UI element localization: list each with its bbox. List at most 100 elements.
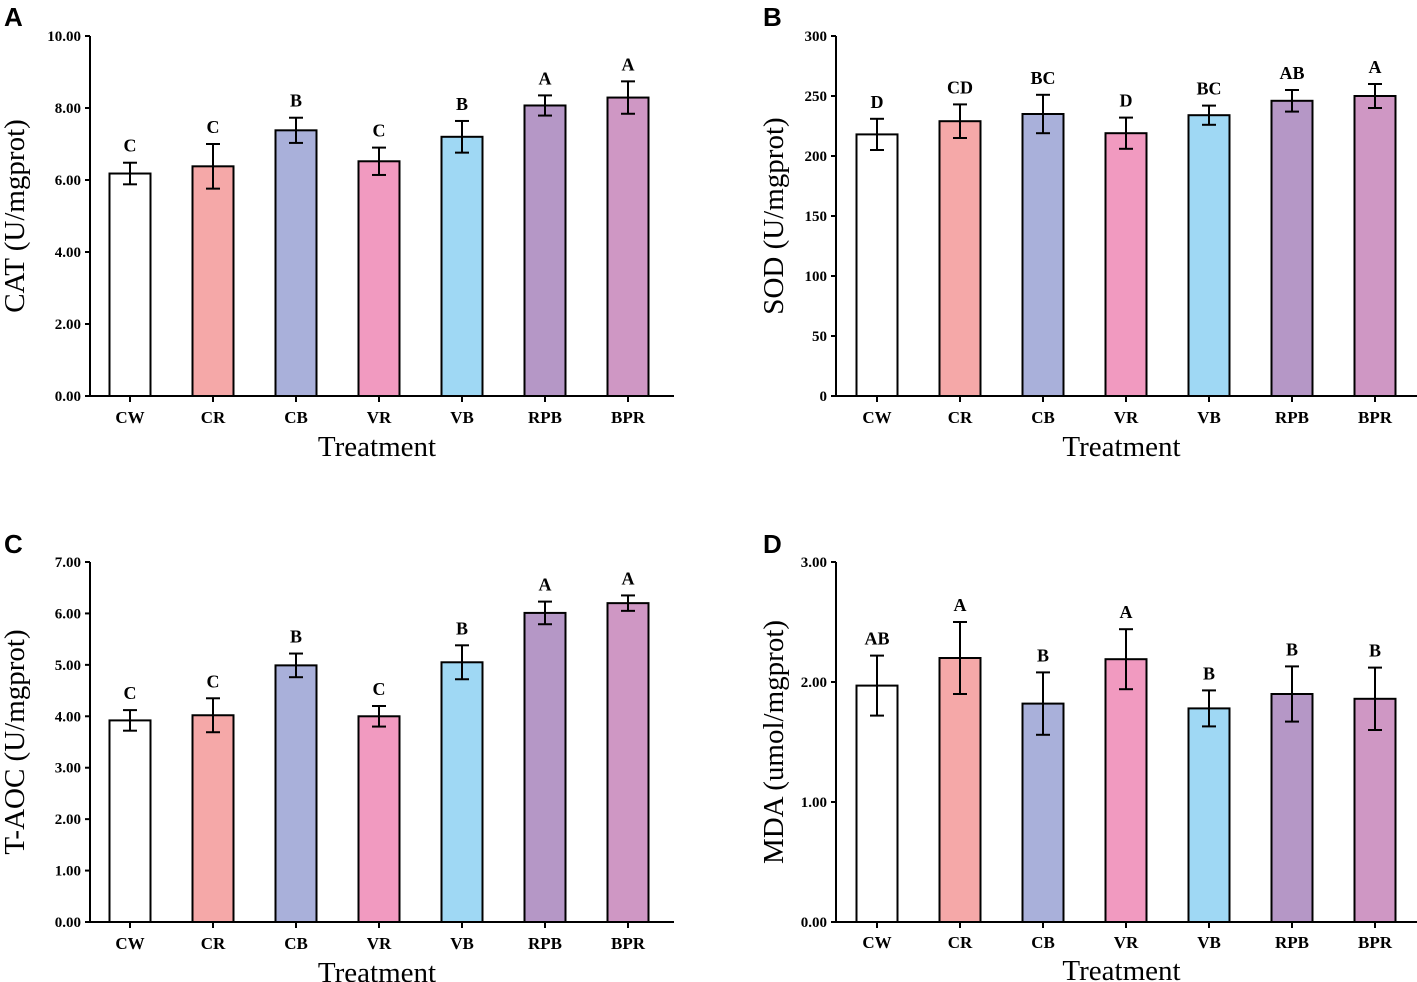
panel-d-ytick-label: 0.00 [801,915,827,931]
panel-c-ytick-label: 6.00 [55,606,81,622]
panel-d-sig-bpr: B [1369,641,1381,661]
panel-a-x-title: Treatment [318,431,436,463]
panel-c-y-title: T-AOC (U/mgprot) [0,629,31,854]
panel-d-sig-vb: B [1203,663,1215,683]
panel-d-bar-bpr [1353,697,1397,923]
panel-d-ytick-label: 3.00 [801,555,827,571]
panel-b-bar-rpb [1270,99,1314,398]
panel-d-sig-cb: B [1037,645,1049,665]
panel-c-sig-cr: C [207,671,220,691]
panel-b-bar-vb [1187,114,1231,397]
panel-d-ytick-label: 2.00 [801,675,827,691]
panel-a-bar-bpr [606,96,650,397]
panel-c-ytick-label: 5.00 [55,658,81,674]
panel-a-xtick-label-rpb: RPB [528,408,562,427]
panel-c-ytick-label: 2.00 [55,812,81,828]
panel-a-sig-vb: B [456,94,468,114]
panel-d-xtick-label-vb: VB [1197,933,1221,952]
panel-b-sig-cb: BC [1030,68,1055,88]
panel-d-sig-vr: A [1120,602,1133,622]
panel-c-bar-cr [191,714,235,923]
panel-c-ytick-label: 4.00 [55,709,81,725]
panel-d-bar-cb [1021,702,1065,923]
panel-c-bar-vb [440,661,484,923]
panel-b-bar-cr [938,120,982,397]
panel-d-xtick-label-rpb: RPB [1275,933,1309,952]
panel-a-sig-cw: C [124,136,137,156]
panel-b-bar-cw [855,133,899,397]
panel-c-ytick-label: 3.00 [55,761,81,777]
panel-a-ytick-label: 6.00 [55,173,81,189]
panel-b-sig-bpr: A [1369,57,1382,77]
panel-d-bar-cw [855,684,899,923]
panel-a-bar-cw [108,172,152,397]
panel-b-bar-cb [1021,113,1065,397]
panel-d-bar-vr [1104,658,1148,923]
panel-c-xtick-label-vr: VR [367,934,392,953]
panel-a-bar-cr [191,165,235,397]
panel-a-letter: A [4,2,23,32]
panel-d-xtick-label-cw: CW [862,933,891,952]
panel-d-bar-vb [1187,707,1231,924]
panel-c-xtick-label-cr: CR [201,934,226,953]
panel-c-xtick-label-rpb: RPB [528,934,562,953]
panel-a-ytick-label: 0.00 [55,389,81,405]
panel-a-sig-cb: B [290,91,302,111]
panel-c-xtick-label-cw: CW [115,934,144,953]
panel-d-xtick-label-cb: CB [1031,933,1055,952]
panel-a-xtick-label-cw: CW [115,408,144,427]
panel-a-bar-cb [274,129,318,397]
panel-c-ytick-label: 7.00 [55,555,81,571]
panel-b-xtick-label-bpr: BPR [1358,408,1393,427]
panel-a-ytick-label: 10.00 [47,29,81,45]
panel-c-letter: C [4,529,23,559]
panel-d-sig-rpb: B [1286,639,1298,659]
panel-d-letter: D [763,529,782,559]
panel-a-xtick-label-bpr: BPR [611,408,646,427]
panel-b-sig-rpb: AB [1279,63,1304,83]
panel-b-ytick-label: 150 [805,209,828,225]
panel-b-xtick-label-rpb: RPB [1275,408,1309,427]
panel-c-bar-cw [108,719,152,924]
panel-c-sig-cb: B [290,627,302,647]
panel-a-sig-vr: C [373,121,386,141]
panel-c-sig-cw: C [124,683,137,703]
panel-b-x-title: Treatment [1062,431,1180,463]
panel-c-bar-cb [274,664,318,923]
panel-c-xtick-label-cb: CB [284,934,308,953]
panel-b-xtick-label-cr: CR [948,408,973,427]
panel-d-xtick-label-vr: VR [1114,933,1139,952]
panel-c-ytick-label: 0.00 [55,915,81,931]
panel-b-sig-vr: D [1120,91,1133,111]
panel-b-sig-vb: BC [1196,79,1221,99]
panel-b-sig-cw: D [871,92,884,112]
panel-a-xtick-label-vb: VB [450,408,474,427]
panel-c-sig-bpr: A [622,568,635,588]
panel-c-xtick-label-vb: VB [450,934,474,953]
panel-a-bar-rpb [523,104,567,397]
panel-b-ytick-label: 200 [805,149,828,165]
panel-d-bar-cr [938,657,982,923]
panel-a-ytick-label: 4.00 [55,245,81,261]
panel-d-y-title: MDA (umol/mgprot) [758,620,790,864]
panel-d-bar-rpb [1270,693,1314,923]
panel-d-sig-cw: AB [864,629,889,649]
panel-c-bar-bpr [606,602,650,924]
panel-a-bar-vb [440,135,484,398]
panel-b-xtick-label-cb: CB [1031,408,1055,427]
panel-c-sig-vr: C [373,679,386,699]
panel-c-sig-vb: B [456,618,468,638]
panel-a-sig-rpb: A [539,68,552,88]
panel-b-xtick-label-vr: VR [1114,408,1139,427]
panel-a-xtick-label-vr: VR [367,408,392,427]
panel-c-x-title: Treatment [318,957,436,982]
panel-b-ytick-label: 300 [805,29,828,45]
panel-d-ytick-label: 1.00 [801,795,827,811]
panel-a-sig-bpr: A [622,54,635,74]
panel-c-ytick-label: 1.00 [55,864,81,880]
panel-b-bar-vr [1104,132,1148,397]
panel-c-xtick-label-bpr: BPR [611,934,646,953]
panel-c-sig-rpb: A [539,575,552,595]
panel-d-xtick-label-bpr: BPR [1358,933,1393,952]
